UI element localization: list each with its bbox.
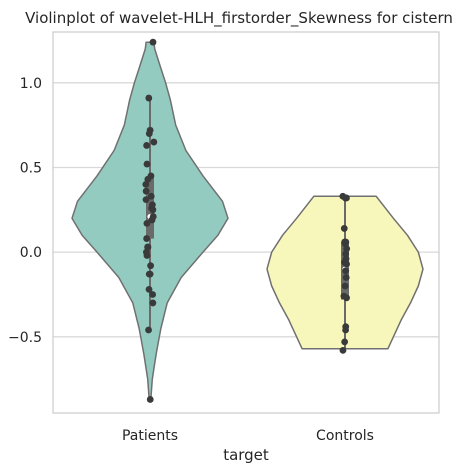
data-point <box>149 206 157 214</box>
data-point <box>339 346 347 354</box>
data-point <box>143 160 151 168</box>
data-point <box>343 194 350 202</box>
data-point <box>142 196 150 204</box>
y-axis-ticks: −0.5 0.0 0.5 1.0 <box>8 76 42 346</box>
data-point <box>342 274 350 281</box>
x-tick-label: Patients <box>122 428 178 444</box>
data-point <box>149 299 157 307</box>
y-tick-label: −0.5 <box>8 330 42 346</box>
data-point <box>343 260 350 268</box>
x-tick-label: Controls <box>316 428 374 444</box>
data-point <box>145 94 153 102</box>
data-point <box>143 235 151 242</box>
x-axis-label: target <box>223 446 269 464</box>
data-point <box>142 187 150 195</box>
y-tick-label: 1.0 <box>20 76 42 92</box>
data-point <box>341 338 349 346</box>
data-point <box>342 326 349 334</box>
data-point <box>149 291 157 298</box>
data-point <box>143 142 151 149</box>
data-point <box>146 270 154 278</box>
data-point <box>145 130 153 138</box>
chart-title: Violinplot of wavelet-HLH_firstorder_Ske… <box>25 9 453 28</box>
data-point <box>342 250 350 258</box>
x-axis-ticks: Patients Controls <box>122 428 374 444</box>
data-point <box>149 38 157 46</box>
data-point <box>143 252 151 259</box>
data-point <box>145 285 153 293</box>
data-point <box>147 192 155 200</box>
data-point <box>341 282 349 290</box>
data-point <box>142 181 150 188</box>
data-point <box>150 138 158 146</box>
data-point <box>343 294 350 302</box>
data-points <box>142 38 351 403</box>
data-point <box>146 396 154 403</box>
data-point <box>143 219 151 227</box>
data-point <box>340 225 348 232</box>
y-tick-label: 0.5 <box>20 160 42 176</box>
data-point <box>343 245 351 253</box>
data-point <box>342 267 350 275</box>
plot-frame <box>52 31 440 414</box>
data-point <box>148 216 156 224</box>
data-point <box>145 326 152 334</box>
data-point <box>147 262 155 270</box>
y-tick-label: 0.0 <box>20 245 42 261</box>
